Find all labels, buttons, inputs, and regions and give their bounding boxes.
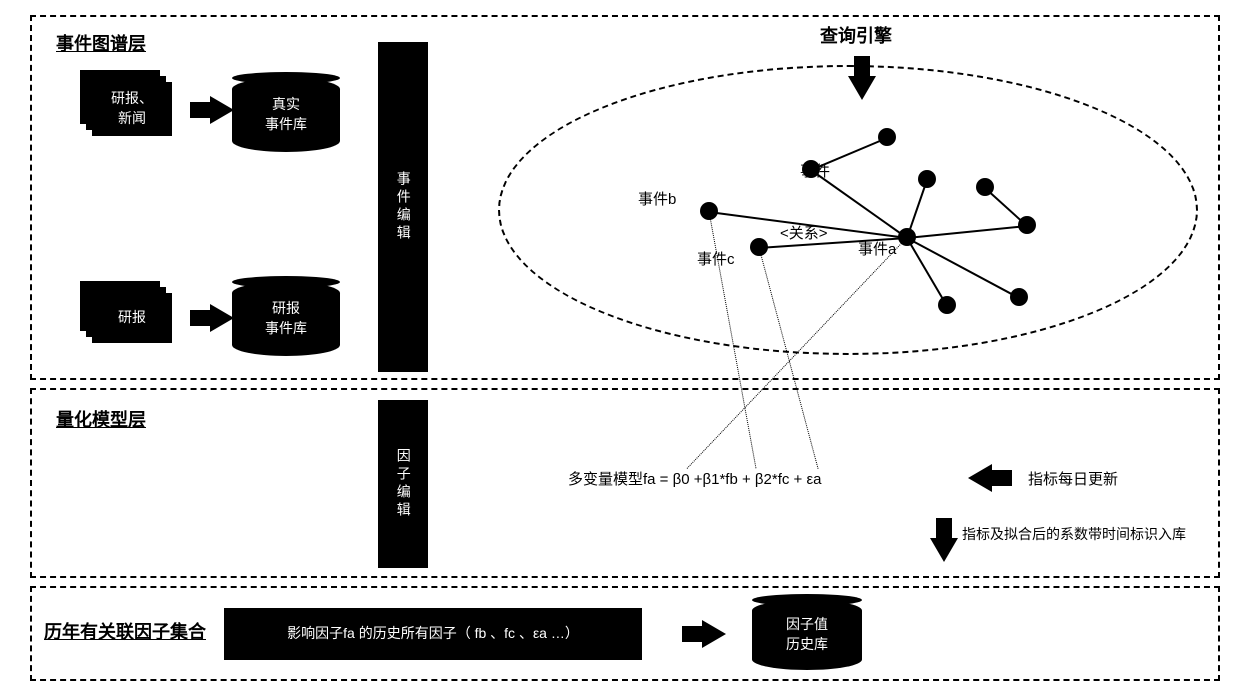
model-layer-title: 量化模型层	[56, 406, 146, 432]
db-factor-history-label: 因子值 历史库	[786, 615, 828, 654]
db-research-event: 研报 事件库	[232, 282, 340, 356]
graph-ellipse	[498, 65, 1198, 355]
model-down-label: 指标及拟合后的系数带时间标识入库	[962, 524, 1186, 544]
model-update-label: 指标每日更新	[1028, 468, 1118, 489]
graph-node	[1018, 216, 1036, 234]
graph-label: 事件b	[638, 188, 676, 209]
factor-editor-label: 因子编辑	[393, 448, 413, 520]
graph-label: 事件a	[858, 238, 896, 259]
factor-history-box: 影响因子fa 的历史所有因子（ fb 、fc 、εa …）	[224, 608, 642, 660]
db-real-event-label: 真实 事件库	[265, 95, 307, 134]
graph-label: 事件	[800, 160, 830, 181]
doc-top: 研报、 新闻	[92, 82, 172, 136]
doc-top-label: 研报、 新闻	[111, 89, 153, 128]
db-research-event-label: 研报 事件库	[265, 299, 307, 338]
arrow-doc-top-db	[210, 96, 234, 124]
query-engine-label: 查询引擎	[820, 22, 892, 48]
graph-node	[938, 296, 956, 314]
doc-bottom: 研报	[92, 293, 172, 343]
factor-box-arrow	[702, 620, 726, 648]
factor-layer-title: 历年有关联因子集合	[44, 618, 206, 644]
db-real-event: 真实 事件库	[232, 78, 340, 152]
graph-node	[918, 170, 936, 188]
model-formula: 多变量模型fa = β0 +β1*fb + β2*fc + εa	[568, 468, 822, 489]
graph-node	[878, 128, 896, 146]
graph-layer-title: 事件图谱层	[56, 30, 146, 56]
model-down-arrow	[930, 538, 958, 562]
graph-label: <关系>	[780, 222, 828, 243]
model-update-arrow	[968, 464, 992, 492]
event-editor-label: 事件编辑	[393, 171, 413, 243]
factor-editor: 因子编辑	[378, 400, 428, 568]
factor-history-box-label: 影响因子fa 的历史所有因子（ fb 、fc 、εa …）	[287, 624, 579, 644]
event-editor: 事件编辑	[378, 42, 428, 372]
doc-bottom-label: 研报	[118, 308, 146, 328]
graph-node	[976, 178, 994, 196]
graph-node	[1010, 288, 1028, 306]
arrow-doc-bottom-db	[210, 304, 234, 332]
db-factor-history: 因子值 历史库	[752, 600, 862, 670]
